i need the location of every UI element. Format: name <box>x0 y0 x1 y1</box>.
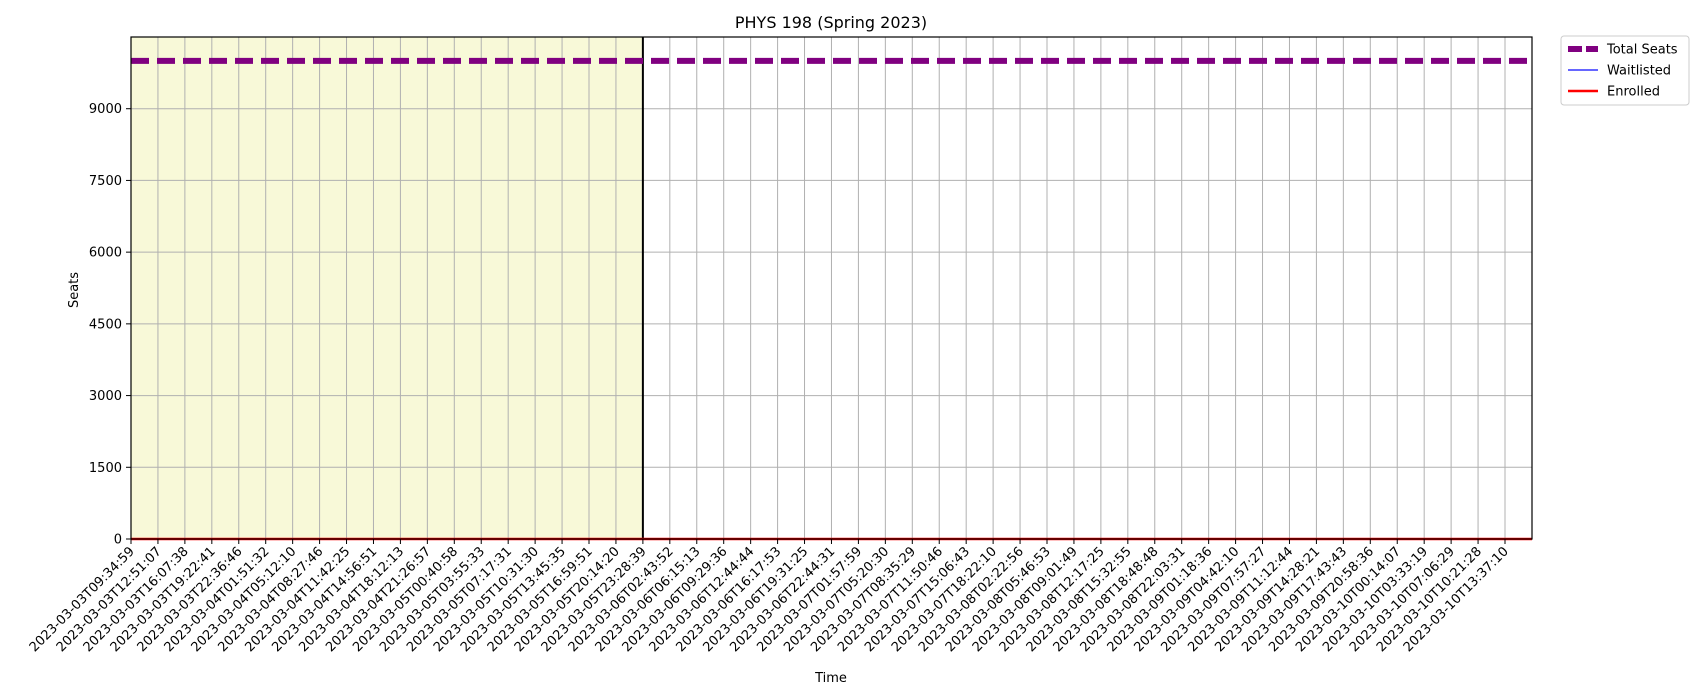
y-tick-label: 6000 <box>89 246 122 261</box>
chart-title: PHYS 198 (Spring 2023) <box>735 13 927 32</box>
y-tick-label: 3000 <box>89 389 122 404</box>
y-tick-label: 7500 <box>89 174 122 189</box>
legend-label: Total Seats <box>1606 43 1678 58</box>
legend-label: Waitlisted <box>1607 64 1671 79</box>
legend-box <box>1560 35 1690 106</box>
y-tick-label: 0 <box>114 533 122 548</box>
legend: Total Seats Waitlisted Enrolled <box>1560 35 1690 106</box>
y-tick-label: 9000 <box>89 102 122 117</box>
y-tick-label: 4500 <box>89 317 122 332</box>
legend-label: Enrolled <box>1607 85 1660 100</box>
y-tick-label: 1500 <box>89 461 122 476</box>
highlight-region <box>131 37 643 539</box>
y-axis-label: Seats <box>67 272 82 308</box>
plot-area: 01500300045006000750090002023-03-03T09:3… <box>27 36 1533 655</box>
x-axis-label: Time <box>814 671 847 686</box>
